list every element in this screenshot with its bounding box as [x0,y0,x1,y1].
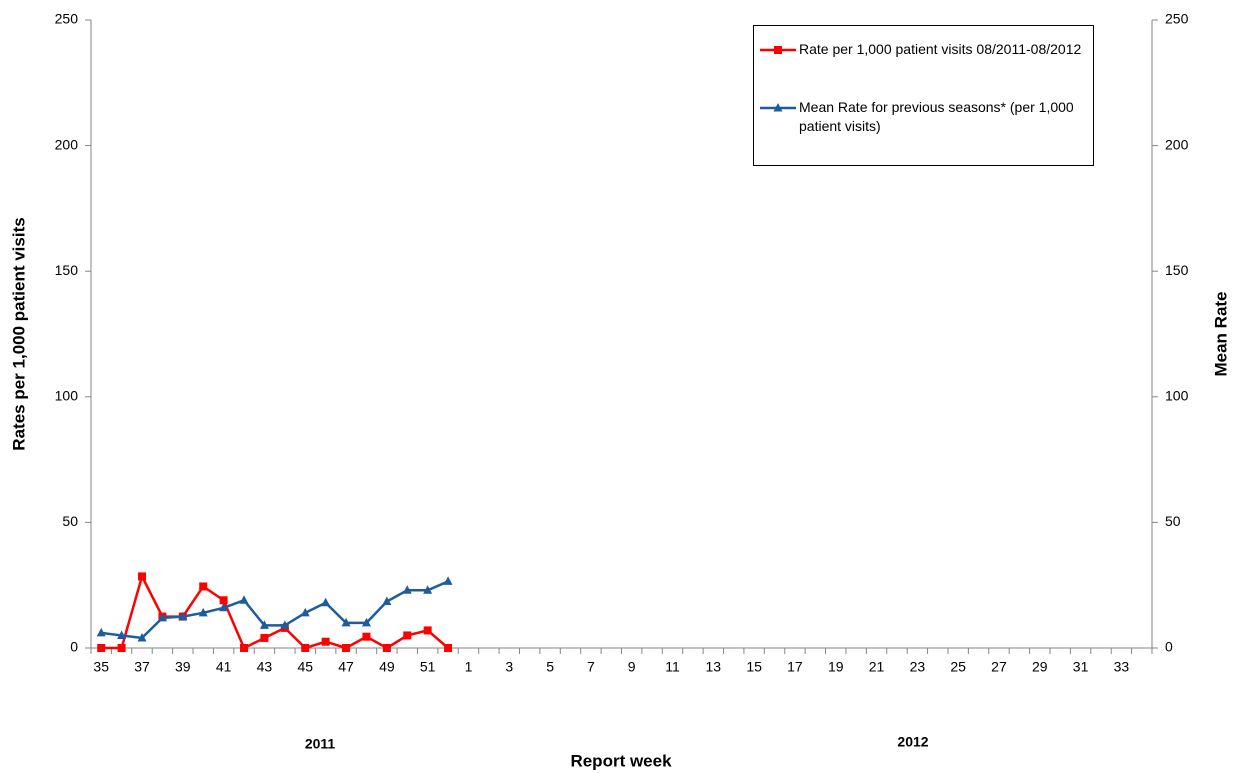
data-point [280,620,290,629]
data-point [138,572,147,581]
x-tick-label: 31 [1073,659,1089,675]
x-tick-label: 37 [134,659,150,675]
x-tick-label: 21 [869,659,885,675]
data-point [219,602,229,612]
legend-marker [774,46,782,54]
legend-swatch [760,103,796,112]
data-point [260,633,269,642]
data-point [403,631,412,640]
data-point [382,644,391,652]
year-label: 2011 [305,736,336,752]
data-point [240,644,249,652]
legend-label: Mean Rate for previous seasons* (per 1,0… [799,99,1074,134]
legend-label: Rate per 1,000 patient visits 08/2011-08… [799,41,1082,57]
year-label: 2012 [897,734,928,750]
x-tick-label: 39 [175,659,191,675]
x-tick-label: 11 [665,659,680,675]
x-tick-label: 15 [746,659,762,675]
x-tick-label: 29 [1032,659,1048,675]
y2-tick-label: 50 [1165,513,1181,529]
data-point [97,644,106,652]
data-point [423,585,433,594]
x-tick-label: 9 [628,659,636,675]
y2-tick-label: 250 [1165,11,1189,27]
y-tick-label: 200 [55,136,79,152]
data-point [443,576,453,585]
data-point [341,617,351,627]
x-tick-label: 47 [338,659,354,675]
legend-marker [773,103,783,112]
legend-swatch [760,46,796,54]
data-point [382,596,392,606]
data-point [362,632,371,641]
data-point [321,597,331,607]
data-point [239,595,249,604]
y-tick-label: 150 [55,262,79,278]
data-point [300,607,310,617]
x-tick-label: 33 [1114,659,1130,675]
data-point [117,630,127,639]
y-tick-label: 50 [62,513,78,529]
y2-tick-label: 150 [1165,262,1189,278]
y-axis-label: Rates per 1,000 patient visits [9,217,28,450]
x-axis-label: Report week [570,751,672,770]
data-point [96,627,106,637]
data-point [423,626,432,635]
data-point [157,612,167,622]
y2-axis-label: Mean Rate [1211,291,1230,376]
x-tick-label: 1 [465,659,473,675]
x-tick-label: 35 [93,659,109,675]
legend: Rate per 1,000 patient visits 08/2011-08… [753,25,1094,166]
data-point [301,644,310,652]
data-point [402,585,412,594]
x-tick-label: 27 [991,659,1007,675]
series-line [101,580,449,640]
y-tick-label: 250 [55,11,79,27]
data-point [321,637,330,646]
data-point [199,582,208,591]
x-tick-label: 23 [910,659,926,675]
x-tick-label: 41 [216,659,232,675]
x-tick-label: 17 [787,659,803,675]
x-tick-label: 13 [706,659,722,675]
x-tick-label: 25 [950,659,966,675]
y2-tick-label: 100 [1165,388,1189,404]
y-tick-label: 0 [70,639,78,655]
data-point [198,607,208,617]
x-tick-label: 7 [587,659,595,675]
series-line [101,572,449,650]
x-tick-label: 43 [257,659,273,675]
data-point [361,617,371,627]
data-point [259,620,269,629]
data-point [219,596,228,605]
data-point [178,611,188,621]
x-tick-label: 5 [546,659,554,675]
x-tick-label: 51 [420,659,436,675]
x-tick-label: 49 [379,659,395,675]
x-tick-label: 3 [505,659,513,675]
x-tick-label: 19 [828,659,844,675]
y-tick-label: 100 [55,388,79,404]
data-point [444,644,453,652]
y2-tick-label: 0 [1165,639,1173,655]
x-tick-label: 45 [297,659,313,675]
data-point [137,632,147,642]
data-point [342,644,351,652]
data-point [117,644,126,652]
y2-tick-label: 200 [1165,136,1189,152]
